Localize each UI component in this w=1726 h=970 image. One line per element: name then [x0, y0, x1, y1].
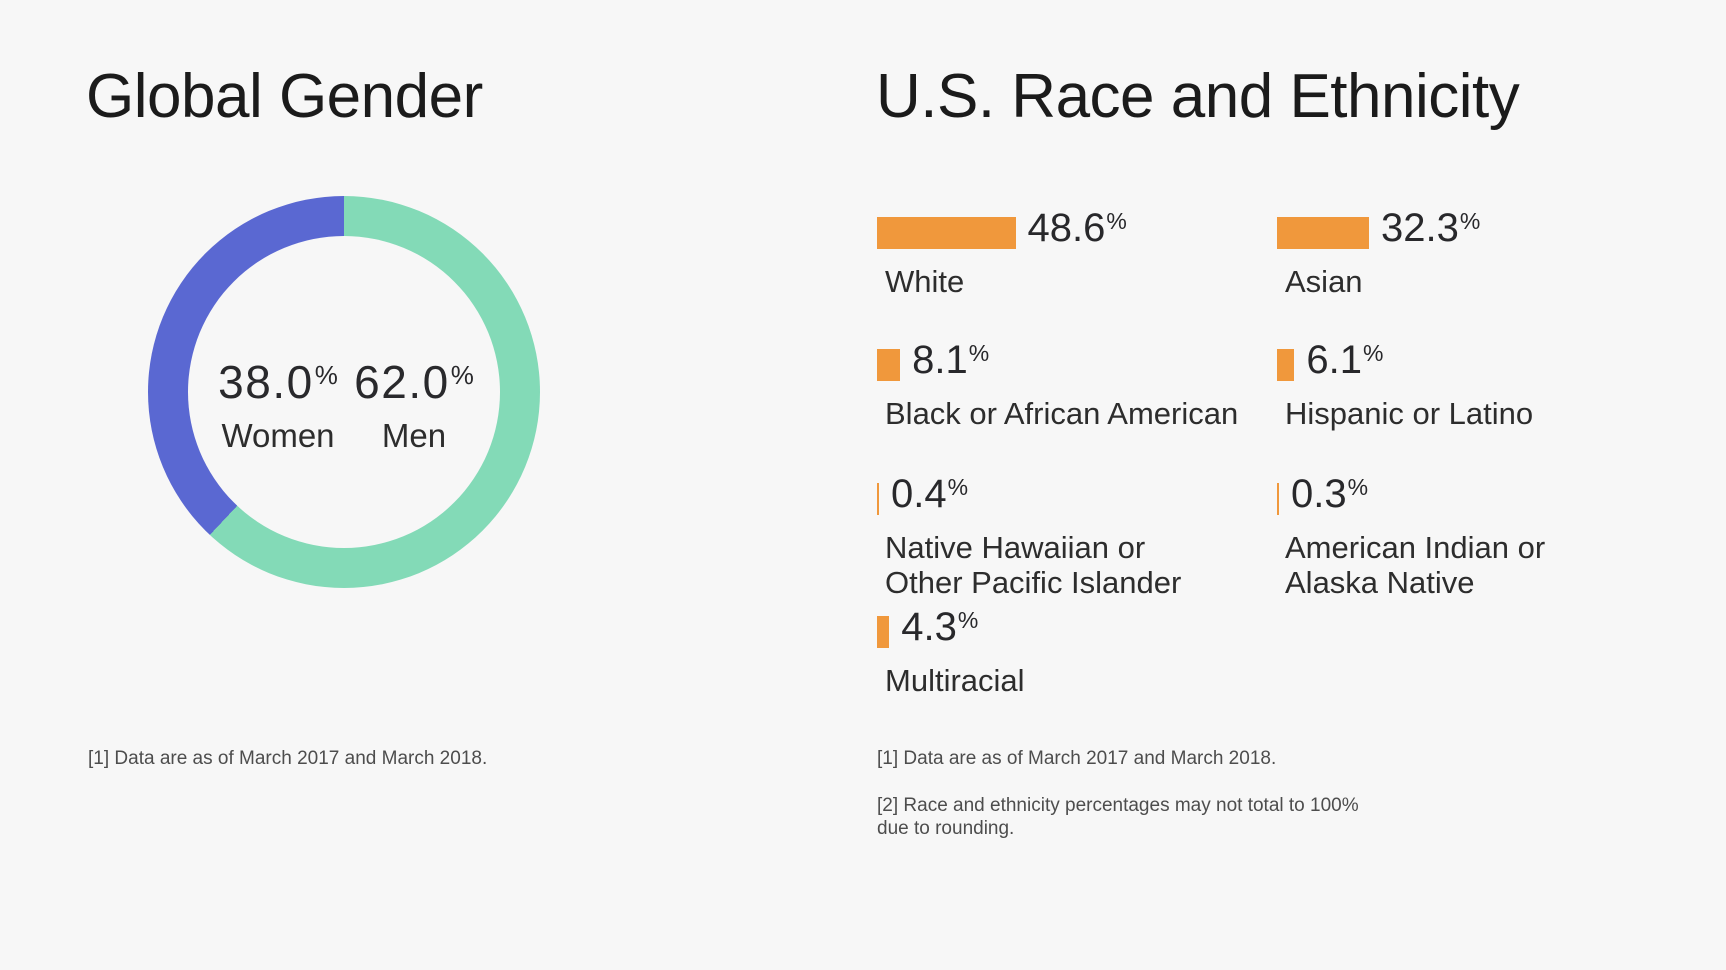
race-label-asian: Asian: [1285, 264, 1363, 299]
race-value-multiracial-number: 4.3: [901, 605, 957, 649]
race-label-black-or-african-american: Black or African American: [885, 396, 1239, 431]
race-bar-asian: [1277, 217, 1370, 249]
race-label-native-hawaiian: Native Hawaiian or Other Pacific Islande…: [885, 530, 1182, 600]
race-item-black-or-african-american: 8.1% Black or African American: [877, 340, 1239, 432]
race-bar-black-or-african-american: [877, 349, 901, 381]
gender-chart-title: Global Gender: [86, 61, 483, 131]
gender-stat-women: 38.0% Women: [218, 359, 338, 455]
gender-footnotes: [1] Data are as of March 2017 and March …: [88, 748, 588, 795]
gender-footnote-1: [1] Data are as of March 2017 and March …: [88, 748, 488, 769]
race-value-american-indian: 0.3%: [1291, 474, 1368, 515]
percent-sign: %: [1106, 208, 1127, 234]
race-value-native-hawaiian-number: 0.4: [891, 472, 947, 516]
women-percent: 38.0%: [218, 359, 338, 405]
percent-sign: %: [1459, 208, 1481, 234]
gender-stat-men: 62.0% Men: [354, 359, 474, 455]
race-item-asian: 32.3% Asian: [1277, 208, 1480, 300]
percent-sign: %: [1347, 474, 1369, 500]
race-value-black-or-african-american: 8.1%: [912, 340, 989, 381]
gender-donut-hole: [188, 236, 500, 548]
percent-sign: %: [1362, 340, 1384, 366]
race-item-hispanic-or-latino: 6.1% Hispanic or Latino: [1277, 340, 1534, 432]
race-label-hispanic-or-latino: Hispanic or Latino: [1285, 396, 1534, 431]
race-value-hispanic-or-latino: 6.1%: [1306, 340, 1383, 381]
percent-sign: %: [947, 474, 969, 500]
race-bar-multiracial: [877, 616, 890, 648]
race-label-multiracial: Multiracial: [885, 663, 1025, 698]
race-value-asian: 32.3%: [1381, 208, 1480, 249]
race-bar-white: [877, 217, 1016, 249]
race-value-multiracial: 4.3%: [901, 607, 978, 648]
women-label: Women: [221, 417, 335, 454]
race-label-white: White: [885, 264, 965, 299]
men-label: Men: [381, 417, 447, 454]
race-value-black-number: 8.1: [912, 338, 968, 382]
men-percent: 62.0%: [354, 359, 474, 405]
race-item-american-indian-or-alaska-native: 0.3% American Indian or Alaska Native: [1277, 474, 1546, 600]
race-value-hispanic-number: 6.1: [1306, 338, 1362, 382]
race-value-asian-number: 32.3: [1381, 206, 1459, 250]
percent-sign: %: [314, 360, 338, 390]
women-percent-value: 38.0: [218, 356, 314, 408]
race-bar-hispanic-or-latino: [1277, 349, 1295, 381]
race-value-white: 48.6%: [1028, 208, 1127, 249]
race-value-white-number: 48.6: [1027, 206, 1106, 250]
race-footnotes: [1] Data are as of March 2017 and March …: [877, 748, 1377, 864]
race-footnote-1: [1] Data are as of March 2017 and March …: [877, 748, 1277, 769]
race-item-white: 48.6% White: [877, 208, 1127, 300]
gender-donut-ring: 38.0% Women 62.0% Men: [148, 196, 540, 588]
race-footnote-2: [2] Race and ethnicity percentages may n…: [877, 794, 1359, 839]
race-value-american-indian-number: 0.3: [1291, 472, 1347, 516]
race-label-american-indian: American Indian or Alaska Native: [1285, 530, 1546, 600]
race-bar-native-hawaiian: [877, 483, 879, 515]
percent-sign: %: [957, 607, 979, 633]
men-percent-value: 62.0: [354, 356, 450, 408]
race-item-native-hawaiian-or-other-pacific-islander: 0.4% Native Hawaiian or Other Pacific Is…: [877, 474, 1182, 600]
race-bar-american-indian: [1277, 483, 1279, 515]
percent-sign: %: [968, 340, 990, 366]
race-chart-title: U.S. Race and Ethnicity: [876, 61, 1520, 131]
percent-sign: %: [450, 360, 474, 390]
race-value-native-hawaiian: 0.4%: [891, 474, 968, 515]
race-item-multiracial: 4.3% Multiracial: [877, 607, 1025, 699]
